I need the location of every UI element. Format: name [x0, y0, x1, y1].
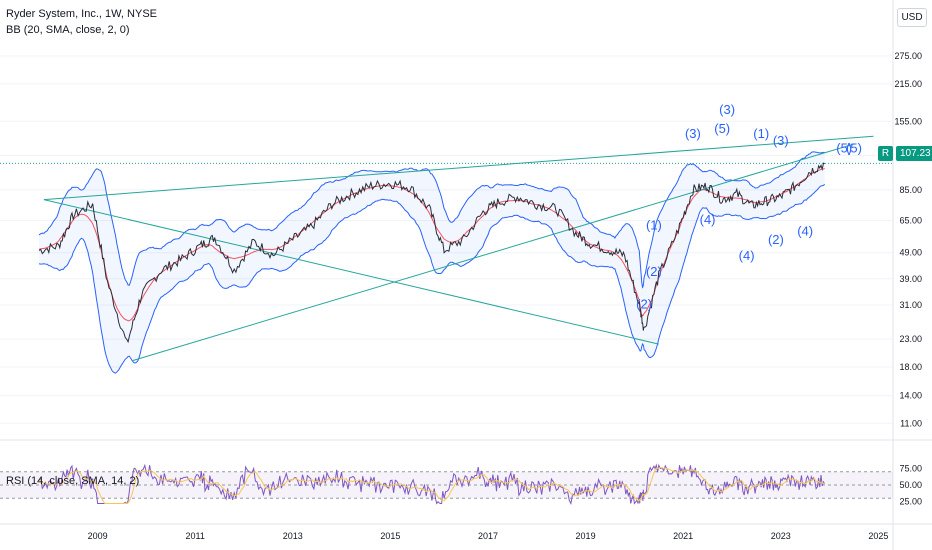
y-tick-label: 14.00 — [899, 391, 922, 401]
wave-label: (2) — [768, 232, 784, 247]
wave-label: (4) — [700, 212, 716, 227]
chart-title: Ryder System, Inc., 1W, NYSE — [6, 8, 157, 20]
currency-selector[interactable]: USD — [897, 8, 927, 27]
y-tick-label: 18.00 — [899, 362, 922, 372]
wave-label: (3) — [773, 133, 789, 148]
bb-indicator-legend[interactable]: BB (20, SMA, close, 2, 0) — [6, 24, 130, 36]
bb-lower-band — [38, 183, 826, 374]
x-tick-label: 2017 — [478, 531, 498, 541]
wave-label: (3) — [685, 126, 701, 141]
x-tick-label: 2013 — [283, 531, 303, 541]
bb-upper-band — [38, 151, 825, 289]
x-tick-label: 2019 — [576, 531, 596, 541]
y-tick-label: 215.00 — [894, 79, 922, 89]
y-tick-label: 275.00 — [894, 51, 922, 61]
x-tick-label: 2011 — [186, 531, 205, 541]
wave-label: (2) — [646, 264, 662, 279]
y-tick-label: 23.00 — [899, 334, 922, 344]
wave-label: (1) — [753, 126, 769, 141]
wave-label: (5) — [846, 140, 862, 155]
wave-label: (4) — [739, 248, 755, 263]
y-tick-label: 155.00 — [894, 116, 922, 126]
x-tick-label: 2023 — [771, 531, 791, 541]
rsi-ma-line — [38, 467, 825, 504]
y-tick-label: 39.00 — [899, 274, 922, 284]
wave-label: (5) — [714, 121, 730, 136]
trendline — [131, 143, 855, 362]
x-tick-label: 2025 — [868, 531, 888, 541]
symbol-letter-badge: R — [878, 146, 893, 161]
y-tick-label: 65.00 — [899, 215, 922, 225]
rsi-tick-label: 50.00 — [899, 480, 922, 490]
wave-label: (4) — [797, 223, 813, 238]
rsi-tick-label: 25.00 — [899, 497, 922, 507]
wave-label: (5) — [836, 140, 852, 155]
x-tick-label: 2021 — [673, 531, 693, 541]
price-series-line — [38, 162, 825, 344]
trendline — [43, 199, 659, 345]
y-tick-label: 49.00 — [899, 248, 922, 258]
x-tick-label: 2009 — [88, 531, 108, 541]
rsi-indicator-legend[interactable]: RSI (14, close, SMA, 14, 2) — [6, 475, 140, 487]
y-tick-label: 11.00 — [900, 418, 922, 428]
wave-label: (1) — [646, 218, 662, 233]
y-tick-label: 85.00 — [899, 185, 922, 195]
rsi-tick-label: 75.00 — [899, 464, 922, 474]
last-price-label: 107.23 — [896, 146, 932, 161]
y-tick-label: 31.00 — [899, 300, 922, 310]
trendline — [43, 135, 874, 201]
wave-label: (2) — [636, 297, 652, 312]
x-tick-label: 2015 — [380, 531, 400, 541]
wave-label: (3) — [719, 102, 735, 117]
